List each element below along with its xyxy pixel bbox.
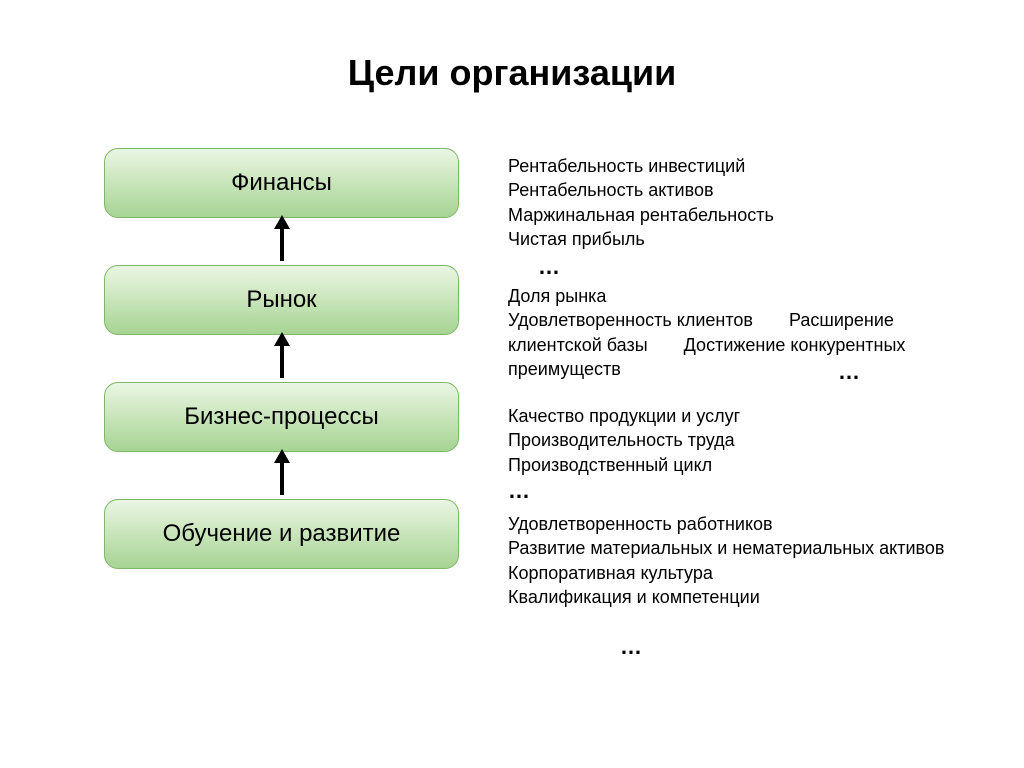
flow-box-finance: Финансы xyxy=(104,148,459,218)
ellipsis-icon: … xyxy=(508,478,532,504)
desc-market: Доля рынкаУдовлетворенность клиентов Рас… xyxy=(508,284,958,381)
arrow-wrap xyxy=(280,218,284,265)
arrow-wrap xyxy=(280,452,284,499)
desc-processes: Качество продукции и услугПроизводительн… xyxy=(508,404,958,477)
flow-box-label: Обучение и развитие xyxy=(163,520,401,548)
page-title: Цели организации xyxy=(0,52,1024,94)
arrow-wrap xyxy=(280,335,284,382)
ellipsis-icon: … xyxy=(538,254,562,280)
flow-box-market: Рынок xyxy=(104,265,459,335)
desc-finance: Рентабельность инвестицийРентабельность … xyxy=(508,154,958,251)
flow-column: Финансы Рынок Бизнес-процессы Обучение и… xyxy=(104,148,459,569)
flow-box-learning: Обучение и развитие xyxy=(104,499,459,569)
flow-box-label: Бизнес-процессы xyxy=(184,403,379,431)
flow-box-label: Рынок xyxy=(246,286,316,314)
flow-box-label: Финансы xyxy=(231,169,332,197)
desc-learning: Удовлетворенность работниковРазвитие мат… xyxy=(508,512,958,609)
arrow-up-icon xyxy=(280,223,284,261)
arrow-up-icon xyxy=(280,457,284,495)
flow-box-processes: Бизнес-процессы xyxy=(104,382,459,452)
ellipsis-icon: … xyxy=(620,634,644,660)
arrow-up-icon xyxy=(280,340,284,378)
ellipsis-icon: … xyxy=(838,359,862,385)
